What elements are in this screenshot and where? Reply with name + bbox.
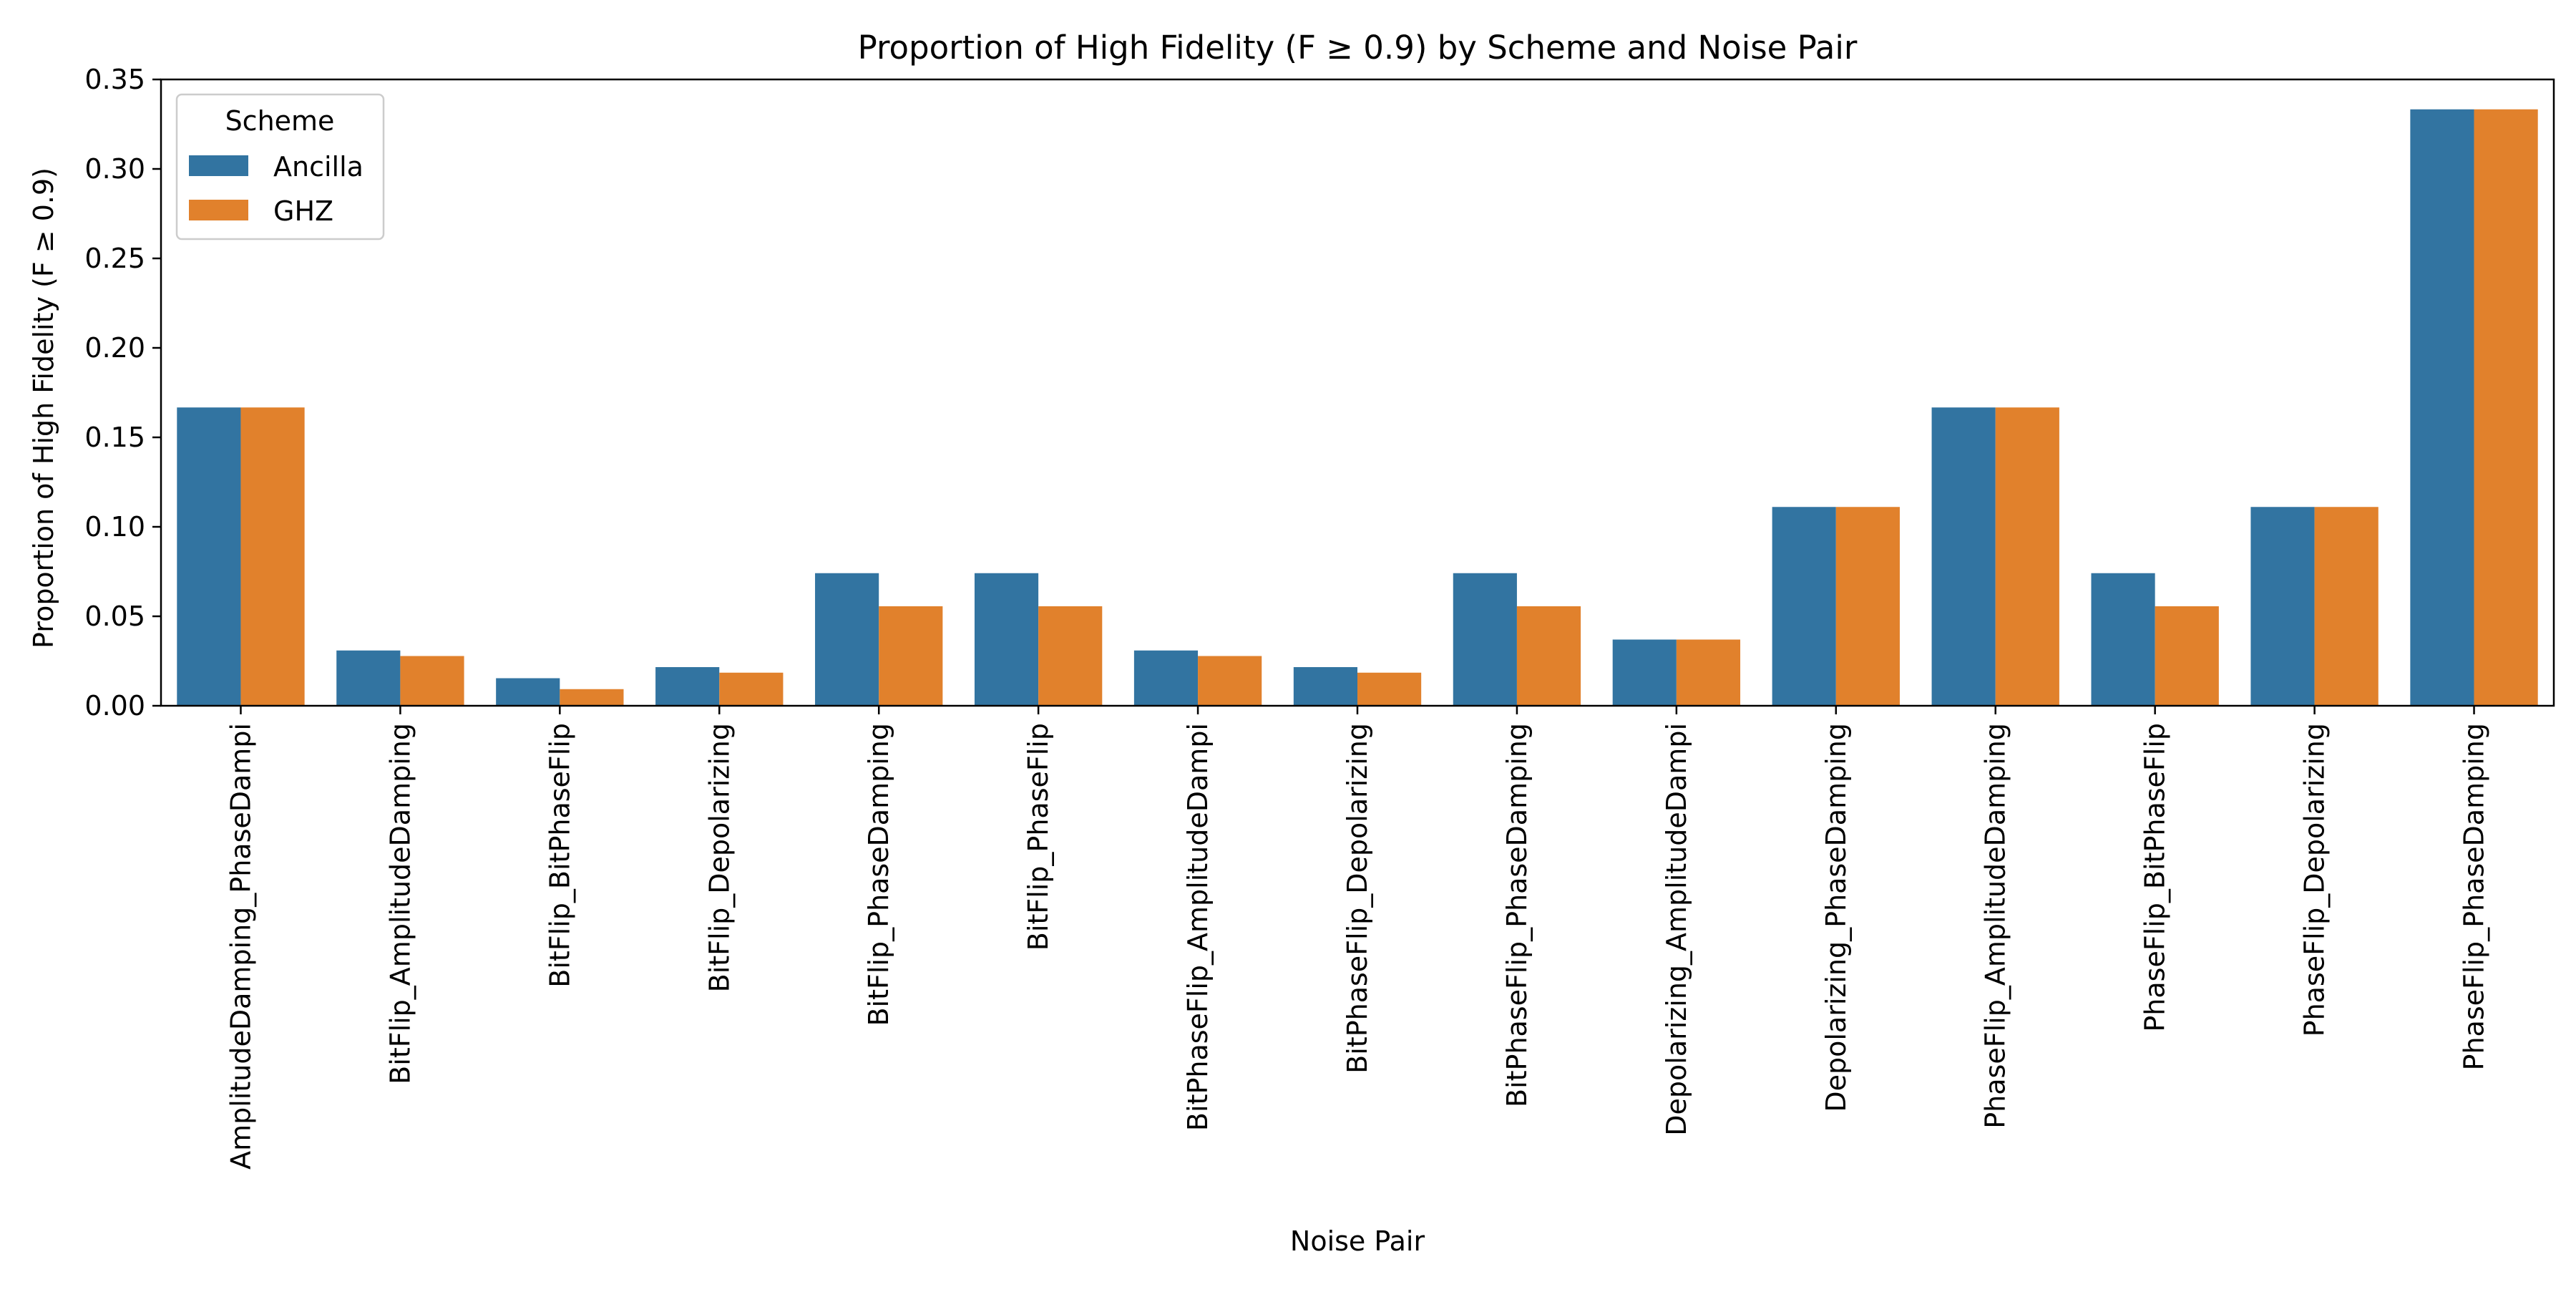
bar-ghz-PhaseFlip_Depolarizing [2314,507,2379,706]
legend-title: Scheme [225,105,335,137]
legend-swatch-ghz [189,200,248,220]
bar-layer [177,109,2538,706]
bar-ancilla-BitPhaseFlip_AmplitudeDampi [1133,650,1199,706]
bar-ancilla-BitFlip_AmplitudeDamping [336,650,401,706]
bar-ghz-BitFlip_Depolarizing [719,672,784,706]
bar-ancilla-BitFlip_PhaseFlip [974,573,1039,706]
x-tick-label: BitPhaseFlip_Depolarizing [1342,723,1373,1074]
x-tick-label: BitFlip_PhaseDamping [863,723,894,1026]
legend-label-ancilla: Ancilla [273,151,364,183]
chart-title: Proportion of High Fidelity (F ≥ 0.9) by… [858,29,1858,67]
y-tick-label: 0.25 [84,243,145,274]
bar-ghz-AmplitudeDamping_PhaseDampi [240,407,305,706]
x-tick-label: AmplitudeDamping_PhaseDampi [225,723,257,1170]
y-tick-label: 0.20 [84,332,145,364]
bar-ghz-PhaseFlip_PhaseDamping [2474,109,2538,706]
y-tick-label: 0.00 [84,690,145,722]
bar-ghz-BitPhaseFlip_AmplitudeDampi [1198,656,1262,706]
bar-ghz-Depolarizing_AmplitudeDampi [1676,639,1741,706]
bar-ancilla-PhaseFlip_PhaseDamping [2410,109,2474,706]
y-tick-label: 0.05 [84,601,145,632]
bar-ghz-BitPhaseFlip_Depolarizing [1357,672,1422,706]
x-tick-label: BitFlip_BitPhaseFlip [544,723,575,988]
x-axis: AmplitudeDamping_PhaseDampi BitFlip_Ampli… [225,706,2490,1170]
y-tick-label: 0.15 [84,422,145,453]
bar-ancilla-BitFlip_PhaseDamping [815,573,879,706]
bar-ghz-BitFlip_PhaseDamping [879,606,943,706]
bar-ghz-BitFlip_BitPhaseFlip [560,689,624,706]
x-tick-label: PhaseFlip_Depolarizing [2299,723,2331,1036]
x-axis-label: Noise Pair [1290,1225,1425,1257]
y-axis-label: Proportion of High Fidelity (F ≥ 0.9) [28,167,59,649]
bar-ancilla-BitFlip_BitPhaseFlip [496,678,560,706]
bar-ancilla-BitFlip_Depolarizing [655,667,720,706]
x-tick-label: BitFlip_AmplitudeDamping [384,723,416,1084]
legend-label-ghz: GHZ [273,195,333,227]
bar-ghz-PhaseFlip_BitPhaseFlip [2155,606,2219,706]
bar-ancilla-AmplitudeDamping_PhaseDampi [177,407,241,706]
bar-ghz-Depolarizing_PhaseDamping [1835,507,1900,706]
bar-ancilla-PhaseFlip_Depolarizing [2250,507,2315,706]
bar-ancilla-Depolarizing_PhaseDamping [1772,507,1836,706]
legend: Scheme Ancilla GHZ [175,93,385,241]
y-tick-label: 0.35 [84,64,145,95]
bar-ancilla-BitPhaseFlip_PhaseDamping [1453,573,1517,706]
bar-ghz-BitFlip_AmplitudeDamping [400,656,464,706]
x-tick-label: Depolarizing_AmplitudeDampi [1661,723,1692,1136]
bar-ancilla-Depolarizing_AmplitudeDampi [1612,639,1677,706]
bar-ancilla-PhaseFlip_AmplitudeDamping [1931,407,1996,706]
plot-frame [160,78,2555,707]
x-tick-label: Depolarizing_PhaseDamping [1820,723,1852,1112]
bar-ghz-PhaseFlip_AmplitudeDamping [1995,407,2059,706]
bar-ghz-BitPhaseFlip_PhaseDamping [1516,606,1581,706]
bar-ghz-BitFlip_PhaseFlip [1038,606,1103,706]
y-tick-label: 0.30 [84,153,145,185]
x-tick-label: BitFlip_PhaseFlip [1023,723,1054,951]
legend-swatch-ancilla [189,155,248,176]
x-tick-label: PhaseFlip_AmplitudeDamping [1980,723,2011,1129]
x-tick-label: BitPhaseFlip_AmplitudeDampi [1182,723,1214,1131]
x-tick-label: PhaseFlip_PhaseDamping [2459,723,2490,1070]
x-tick-label: BitFlip_Depolarizing [703,723,735,992]
x-tick-label: BitPhaseFlip_PhaseDamping [1501,723,1533,1107]
y-tick-label: 0.10 [84,511,145,543]
y-axis: 0.00 0.05 0.10 0.15 0.20 0.25 0.30 0.35 [84,64,161,722]
bar-ancilla-PhaseFlip_BitPhaseFlip [2091,573,2155,706]
x-tick-label: PhaseFlip_BitPhaseFlip [2140,723,2171,1032]
bar-ancilla-BitPhaseFlip_Depolarizing [1293,667,1357,706]
